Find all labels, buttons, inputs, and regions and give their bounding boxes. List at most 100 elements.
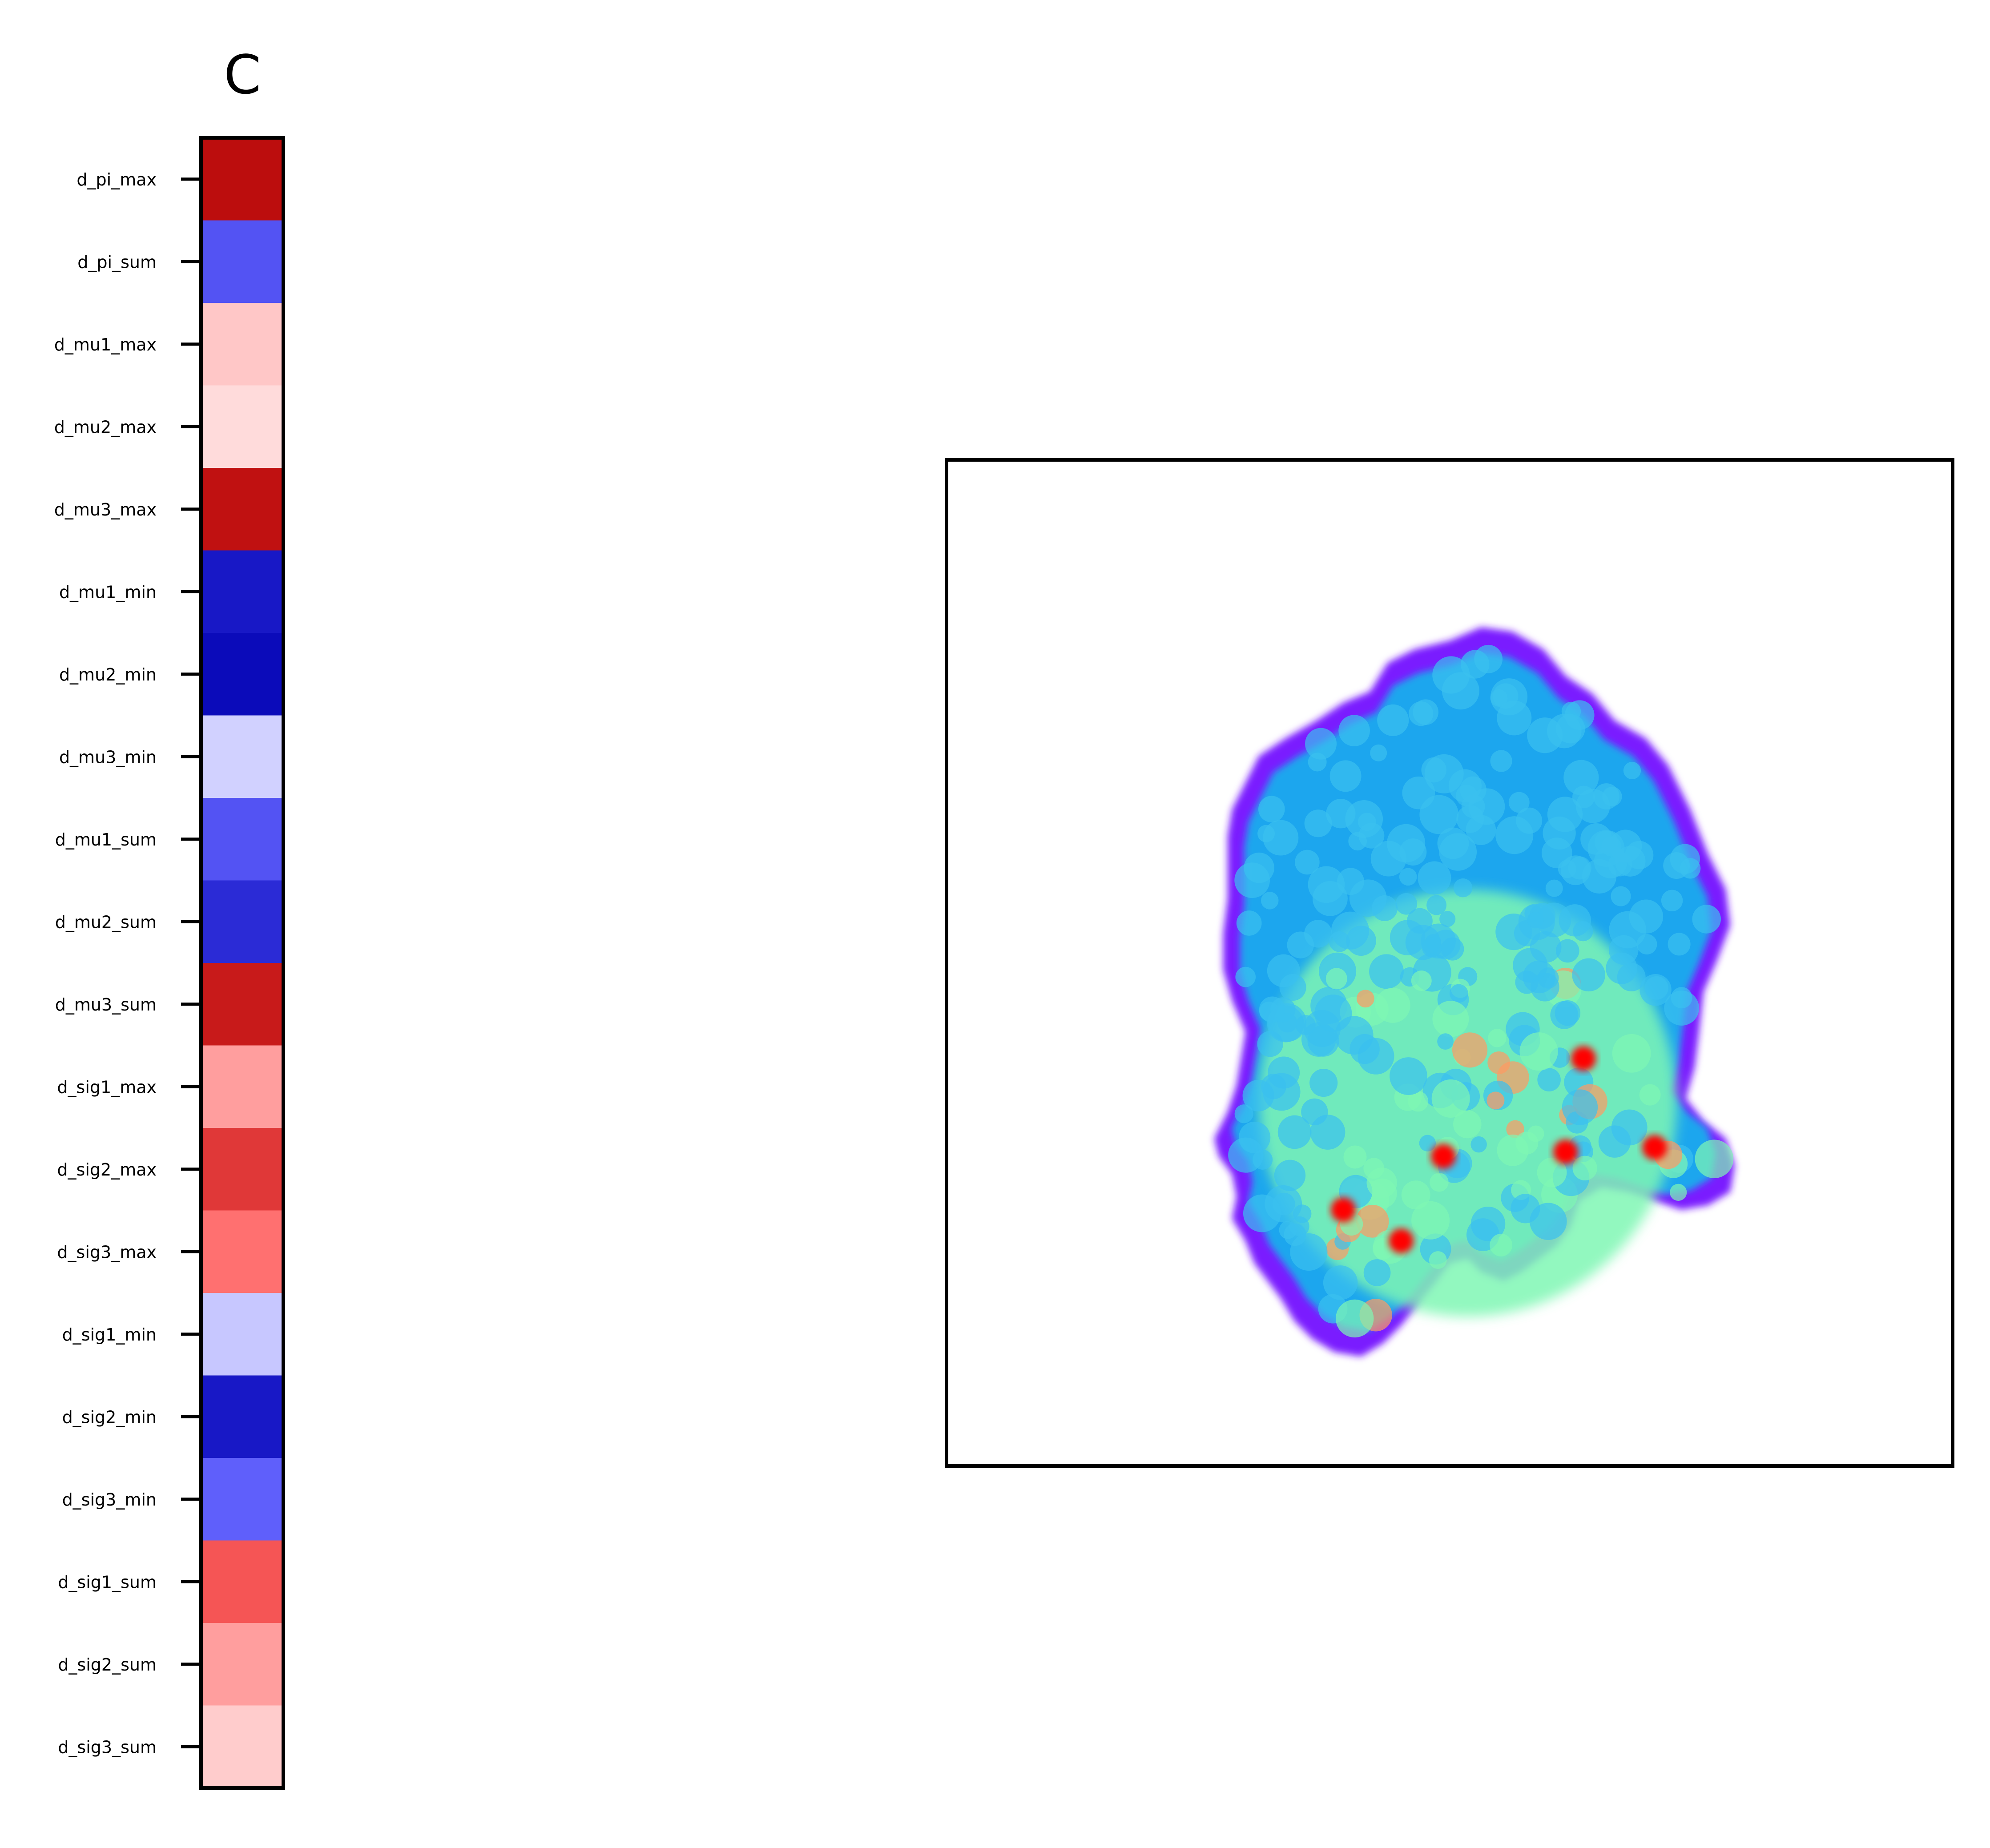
blob-hotspot	[1642, 1135, 1667, 1160]
blob-bubble	[1470, 1136, 1487, 1153]
blob-bubble	[1639, 1084, 1661, 1106]
y-tick-label: d_mu1_max	[54, 335, 157, 354]
heatmap-ticks	[181, 177, 201, 1748]
blob-bubble	[1312, 881, 1348, 916]
heatmap-cell	[201, 550, 283, 633]
heatmap-cell	[201, 1705, 283, 1788]
blob-bubble	[1363, 1259, 1391, 1286]
blob-bubble	[1395, 893, 1418, 915]
blob-bubble	[1490, 689, 1508, 707]
blob-bubble	[1372, 895, 1398, 921]
heatmap-cell	[201, 220, 283, 303]
blob-bubble	[1279, 974, 1306, 1001]
blob-bubble	[1419, 795, 1459, 834]
blob-bubble	[1555, 939, 1579, 963]
blob-hotspot	[1571, 1046, 1596, 1071]
blob-bubble	[1545, 879, 1563, 897]
blob-bubble	[1343, 1145, 1367, 1169]
blob-bubble	[1460, 776, 1486, 803]
y-tick-label: d_mu3_sum	[55, 995, 157, 1015]
blob-bubble	[1452, 1032, 1488, 1068]
blob-hotspot	[1389, 1228, 1414, 1253]
blob-bubble	[1488, 1029, 1507, 1047]
y-tick-label: d_mu2_sum	[55, 912, 157, 932]
heatmap-cell	[201, 138, 283, 221]
blob-bubble	[1356, 1204, 1389, 1238]
blob-bubble	[1530, 1203, 1567, 1240]
blob-bubble	[1418, 861, 1451, 895]
heatmap-cell	[201, 798, 283, 881]
blob-bubble	[1453, 878, 1473, 898]
heatmap-labels: d_pi_max d_pi_sum d_mu1_max d_mu2_max d_mu3_…	[54, 170, 157, 1757]
blob-bubble	[1290, 1233, 1328, 1271]
blob-bubble	[1572, 958, 1605, 992]
blob-bubble	[1611, 1109, 1648, 1146]
blob-bubble	[1401, 1180, 1430, 1210]
blob-bubble	[1375, 988, 1410, 1023]
blob-bubble	[1419, 1135, 1436, 1151]
heatmap-title: C	[224, 44, 261, 106]
blob-bubble	[1561, 701, 1581, 721]
blob-bubble	[1422, 937, 1442, 958]
blob-bubble	[1336, 1299, 1374, 1338]
blob-bubble	[1411, 970, 1432, 991]
blob-bubble	[1235, 966, 1256, 987]
blob-bubble	[1555, 1000, 1581, 1026]
blob-bubble	[1497, 701, 1532, 736]
heatmap-cell	[201, 1210, 283, 1293]
blob-bubble	[1439, 911, 1456, 927]
blob-bubble	[1495, 816, 1534, 854]
blob-bubble	[1369, 954, 1404, 989]
blob-bubble	[1487, 1051, 1511, 1074]
blob-bubble	[1508, 792, 1530, 813]
y-tick-label: d_sig1_min	[62, 1325, 157, 1345]
blob-bubble	[1441, 937, 1464, 961]
blob-bubble	[1304, 809, 1332, 837]
blob-bubble	[1573, 921, 1593, 942]
blob-bubble	[1323, 1265, 1358, 1300]
blob-bubble	[1258, 796, 1285, 822]
blob-bubble	[1562, 1089, 1598, 1125]
blob-bubble	[1346, 926, 1376, 956]
blob-bubble	[1497, 1134, 1529, 1166]
blob-bubble	[1572, 1156, 1597, 1181]
heatmap-cell	[201, 1293, 283, 1376]
heatmap-frame	[199, 136, 285, 1790]
blob-bubble	[1519, 1032, 1558, 1071]
blob-bubble	[1413, 699, 1438, 725]
blob-bubble	[1437, 827, 1469, 859]
blob-bubble	[1668, 933, 1691, 956]
blob-bubble	[1304, 920, 1332, 948]
blob-bubble	[1595, 830, 1618, 854]
y-tick-label: d_mu3_min	[59, 747, 157, 767]
blob-bubble	[1370, 744, 1387, 761]
blob-bubble	[1268, 1056, 1300, 1089]
blob-bubble	[1236, 910, 1262, 936]
blob-bubble	[1356, 990, 1374, 1008]
heatmap-cell	[201, 1540, 283, 1623]
blob-bubble	[1377, 704, 1409, 736]
y-tick-label: d_pi_max	[77, 170, 157, 189]
blob-bubble	[1277, 1115, 1312, 1149]
blob-bubble	[1670, 1184, 1687, 1201]
y-tick-label: d_sig3_min	[62, 1490, 157, 1510]
image-frame	[945, 458, 1954, 1468]
blob-bubble	[1490, 750, 1512, 772]
blob-bubble	[1228, 1137, 1264, 1173]
heatmap-cell	[201, 303, 283, 386]
blob-bubble	[1261, 892, 1279, 910]
blob-bubble	[1338, 715, 1370, 746]
blob-bubble	[1329, 760, 1362, 792]
blob-bubble	[1608, 935, 1639, 965]
blob-bubble	[1636, 934, 1657, 954]
blob-bubble	[1305, 728, 1337, 760]
blob-hotspot	[1431, 1144, 1456, 1169]
blob-bubble	[1390, 1057, 1427, 1095]
blob-bubble	[1259, 1001, 1279, 1021]
heatmap-cells	[201, 138, 283, 1788]
image-content	[1214, 627, 1735, 1357]
blob-bubble	[1527, 717, 1563, 753]
heatmap-cell	[201, 385, 283, 468]
blob-bubble	[1234, 1104, 1253, 1123]
y-tick-label: d_mu2_min	[59, 665, 157, 684]
